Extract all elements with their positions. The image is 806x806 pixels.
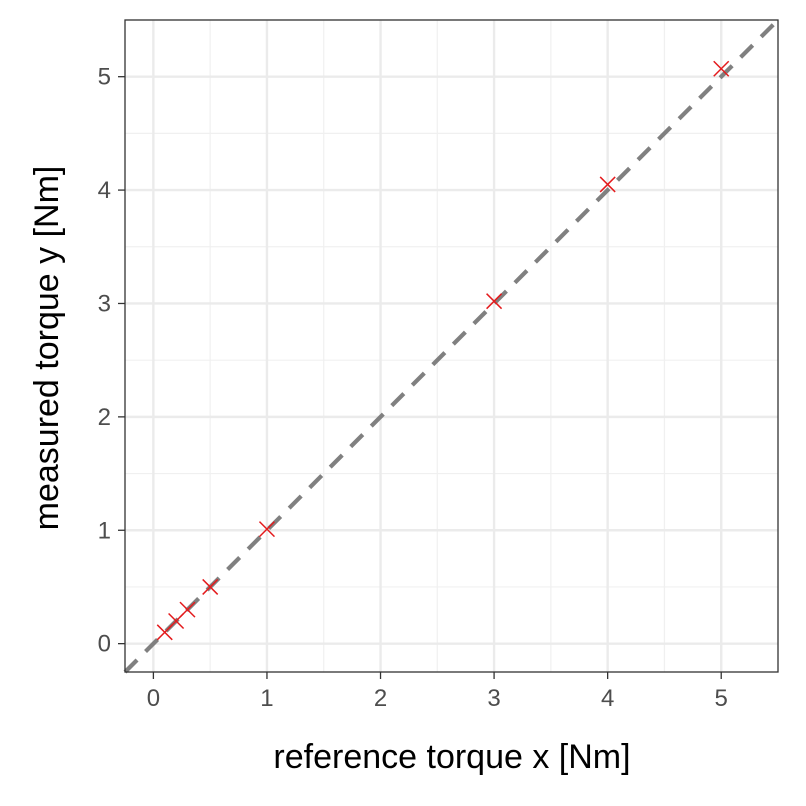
data-point-x-marker xyxy=(202,578,219,595)
x-tick-label: 1 xyxy=(260,685,273,712)
major-grid xyxy=(125,20,778,672)
x-tick-label: 0 xyxy=(147,685,160,712)
data-point-x-marker xyxy=(258,521,275,538)
y-tick-label: 4 xyxy=(98,177,111,204)
x-tick-label: 4 xyxy=(601,685,614,712)
marker-stroke xyxy=(713,60,730,77)
y-tick-label: 5 xyxy=(98,64,111,91)
y-axis-title: measured torque y [Nm] xyxy=(28,166,66,531)
x-tick-label: 5 xyxy=(715,685,728,712)
y-tick-label: 3 xyxy=(98,290,111,317)
x-axis-ticks: 0 1 2 3 4 5 xyxy=(147,672,728,712)
data-point-x-marker xyxy=(599,176,616,193)
x-tick-label: 3 xyxy=(487,685,500,712)
data-point-x-marker xyxy=(486,293,503,310)
panel-border xyxy=(124,19,779,673)
data-point-x-marker xyxy=(179,601,196,618)
reference-line-group xyxy=(123,18,780,674)
identity-reference-line xyxy=(123,18,780,674)
data-point-x-marker xyxy=(713,60,730,77)
marker-stroke xyxy=(202,578,219,595)
marker-stroke xyxy=(486,293,503,310)
marker-stroke xyxy=(179,601,196,618)
data-points xyxy=(156,60,730,641)
y-tick-label: 2 xyxy=(98,404,111,431)
y-tick-label: 0 xyxy=(98,631,111,658)
x-tick-label: 2 xyxy=(374,685,387,712)
marker-stroke xyxy=(599,176,616,193)
y-axis-ticks: 0 1 2 3 4 5 xyxy=(98,64,125,658)
x-axis-title: reference torque x [Nm] xyxy=(273,738,630,776)
y-tick-label: 1 xyxy=(98,517,111,544)
marker-stroke xyxy=(258,521,275,538)
